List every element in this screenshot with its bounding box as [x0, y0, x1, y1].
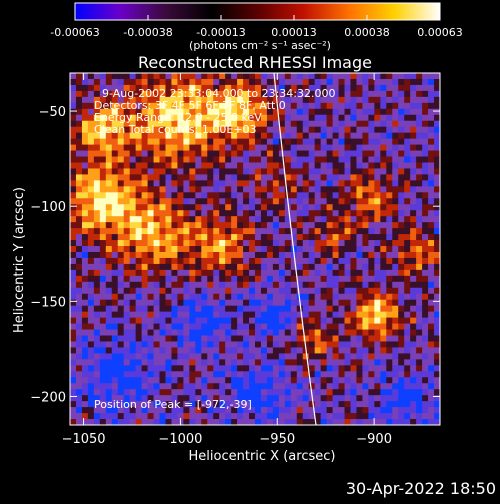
annotation-line: 9-Aug-2002 23:33:04.000 to 23:34:32.000: [102, 87, 336, 100]
colorbar-unit-label: (photons cm⁻² s⁻¹ asec⁻²): [189, 39, 331, 52]
x-tick-label: −900: [356, 432, 392, 447]
chart-title: Reconstructed RHESSI Image: [138, 53, 372, 72]
plot-frame: [69, 72, 441, 426]
peak-position-label: Position of Peak = [-972,-39]: [94, 398, 252, 411]
colorbar-tick-label: 0.00063: [417, 26, 463, 39]
timestamp-footer: 30-Apr-2022 18:50: [345, 479, 496, 498]
solar-limb-line: [273, 73, 317, 425]
x-tick-label: −950: [259, 432, 295, 447]
colorbar-ticks: -0.00063 -0.00038 -0.00013 0.00013 0.00038 0.…: [50, 15, 463, 39]
x-tick-label: −1000: [158, 432, 202, 447]
annotation-line: Clean Total counts: 1.00E+03: [94, 123, 257, 136]
x-tick-label: −1050: [62, 432, 106, 447]
annotation-line: Energy Range: 12.0 - 25.0 keV: [94, 111, 262, 124]
y-tick-label: −200: [30, 390, 66, 405]
y-axis-label: Heliocentric Y (arcsec): [12, 187, 27, 333]
heatmap-image: [70, 73, 440, 425]
y-tick-label: −150: [30, 295, 66, 310]
colorbar-tick-label: 0.00038: [344, 26, 390, 39]
colorbar-tick-label: -0.00063: [50, 26, 99, 39]
annotation-line: Detectors: 3F 4F 5F 6F 7F 8F, Att 0: [94, 99, 286, 112]
colorbar-tick-label: 0.00013: [271, 26, 317, 39]
x-axis-ticks: −1050 −1000 −950 −900: [62, 73, 392, 447]
colorbar-tick-label: -0.00038: [123, 26, 172, 39]
colorbar-tick-label: -0.00013: [196, 26, 245, 39]
y-tick-label: −50: [39, 105, 66, 120]
annotations: 9-Aug-2002 23:33:04.000 to 23:34:32.000D…: [94, 87, 336, 136]
y-tick-label: −100: [30, 200, 66, 215]
y-axis-ticks: −50 −100 −150 −200: [30, 105, 440, 405]
colorbar: [74, 2, 441, 21]
x-axis-label: Heliocentric X (arcsec): [189, 449, 336, 464]
